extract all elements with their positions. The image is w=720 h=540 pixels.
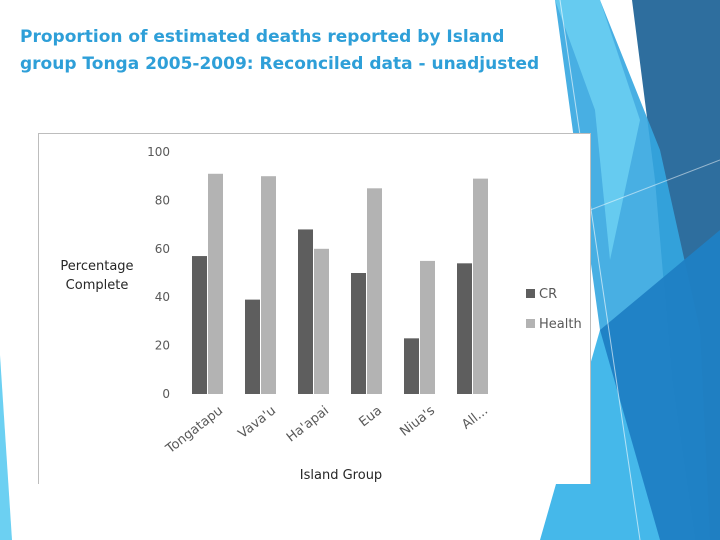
- y-axis-title-line-1: Percentage: [60, 259, 133, 274]
- y-tick-label: 80: [155, 193, 170, 207]
- bar-cr-4: [404, 338, 419, 394]
- title-line-1: Proportion of estimated deaths reported …: [20, 27, 505, 47]
- y-tick-label: 0: [162, 387, 170, 401]
- title-line-2: group Tonga 2005-2009: Reconciled data -…: [20, 54, 540, 74]
- bar-health-3: [367, 188, 382, 394]
- x-category-label: Tongatapu: [163, 403, 226, 457]
- bar-health-0: [208, 173, 223, 394]
- legend-label-cr: CR: [539, 287, 557, 302]
- decor-light-band: [555, 0, 640, 260]
- x-category-label: Vava'u: [236, 403, 279, 441]
- legend: CR Health: [526, 287, 582, 332]
- decor-left-triangle: [0, 355, 12, 540]
- bars: [192, 173, 488, 394]
- x-category-label: Ha'apai: [284, 403, 332, 445]
- x-category-label: Eua: [356, 403, 384, 430]
- bar-cr-2: [298, 229, 313, 394]
- bar-health-1: [261, 176, 276, 394]
- y-axis-ticks: 0 20 40 60 80 100: [147, 145, 170, 401]
- bar-health-5: [473, 178, 488, 394]
- bar-health-2: [314, 248, 329, 394]
- bar-cr-1: [245, 299, 260, 394]
- chart-frame: 0 20 40 60 80 100 Tongatapu Vava'u Ha'apai Eua Ni…: [38, 133, 591, 484]
- decor-line-1: [559, 0, 641, 540]
- x-category-label: Niua's: [397, 403, 438, 440]
- legend-swatch-health: [526, 319, 535, 328]
- decor-line-2: [589, 159, 720, 211]
- y-tick-label: 60: [155, 242, 170, 256]
- bar-cr-5: [457, 263, 472, 394]
- slide-title: Proportion of estimated deaths reported …: [20, 24, 580, 78]
- legend-label-health: Health: [539, 317, 582, 332]
- bar-chart: 0 20 40 60 80 100 Tongatapu Vava'u Ha'apai Eua Ni…: [60, 145, 582, 483]
- bar-health-4: [420, 260, 435, 394]
- bar-cr-3: [351, 273, 366, 394]
- y-tick-label: 20: [155, 339, 170, 353]
- y-tick-label: 100: [147, 145, 170, 159]
- y-axis-title-line-2: Complete: [66, 278, 129, 293]
- y-tick-label: 40: [155, 290, 170, 304]
- x-category-label: All...: [459, 403, 491, 432]
- x-axis-labels: Tongatapu Vava'u Ha'apai Eua Niua's All...: [163, 403, 491, 457]
- bar-cr-0: [192, 256, 207, 394]
- legend-swatch-cr: [526, 289, 535, 298]
- x-axis-title: Island Group: [300, 468, 382, 483]
- decor-lower-mid: [540, 330, 660, 540]
